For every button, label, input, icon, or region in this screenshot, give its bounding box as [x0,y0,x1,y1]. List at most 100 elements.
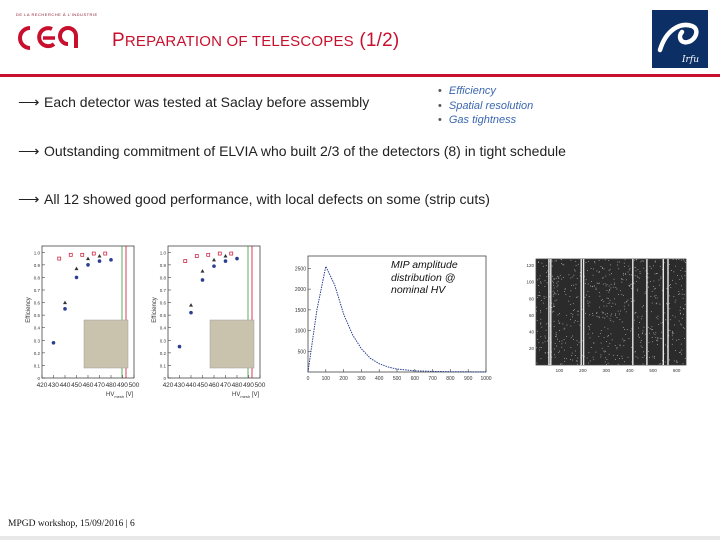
heatmap-cell [647,277,649,279]
heatmap-cell [676,339,677,341]
heatmap-cell [654,357,655,359]
org-tagline: DE LA RECHERCHE À L'INDUSTRIE [16,12,98,17]
heatmap-cell [680,312,681,314]
x-tick-label: 300 [357,376,366,382]
heatmap-cell [680,270,682,271]
heatmap-cell [555,334,557,335]
heatmap-cell [648,286,649,288]
heatmap-cell [606,341,607,342]
heatmap-cell [599,306,600,308]
heatmap-cell [551,260,553,262]
heatmap-cell [556,260,557,262]
heatmap-cell [660,363,662,365]
heatmap-cell [622,338,624,340]
heatmap-cell [592,315,594,316]
heatmap-cell [674,301,676,303]
heatmap-cell [600,333,602,335]
heatmap-cell [628,304,630,306]
heatmap-cell [561,346,563,348]
heatmap-cell [669,359,670,361]
heatmap-cell [577,263,579,265]
heatmap-cell [610,264,611,266]
heatmap-cell [654,334,656,335]
heatmap-cell [553,320,555,322]
heatmap-cell [561,259,562,261]
heatmap-cell [627,356,629,358]
heatmap-cell [546,272,547,273]
heatmap-cell [658,363,660,365]
heatmap-cell [651,326,653,328]
heatmap-cell [574,269,575,271]
heatmap-cell [675,350,676,351]
heatmap-cell [576,297,577,298]
heatmap-cell [638,335,639,337]
heatmap-cell [579,324,581,326]
data-point [57,256,62,261]
heatmap-cell [553,287,555,289]
heatmap-cell [683,313,684,315]
heatmap-cell [683,308,684,309]
x-tick-label: 490 [117,382,128,389]
heatmap-cell [608,260,610,261]
heatmap-cell [540,358,542,360]
heatmap-cell [590,285,591,287]
heatmap-cell [553,305,555,307]
heatmap-cell [624,361,625,363]
heatmap-cell [562,264,564,266]
y-tick-label: 20 [529,346,535,351]
x-tick-label: 700 [428,376,437,382]
heatmap-cell [621,278,622,280]
heatmap-cell [551,351,552,353]
heatmap-cell [555,332,557,334]
heatmap-cell [587,290,589,292]
heatmap-cell [628,274,630,275]
heatmap-cell [586,357,588,359]
heatmap-cell [629,285,631,287]
heatmap-cell [544,352,546,353]
heatmap-cell [604,317,606,319]
heatmap-cell [631,288,633,289]
y-tick-label: 0.6 [34,301,41,306]
heatmap-cell [542,265,544,267]
heatmap-cell [636,288,638,290]
heatmap-cell [684,271,686,272]
x-axis-label: HVmesh [V] [106,392,133,399]
histogram-line [307,264,487,373]
heatmap-cell [657,344,658,345]
heatmap-cell [683,328,685,329]
x-axis-label: HVmesh [V] [232,392,259,399]
heatmap-cell [603,305,605,307]
heatmap-cell [592,274,594,276]
x-tick-label: 600 [411,376,420,382]
heatmap-cell [606,290,608,291]
heatmap-cell [561,343,563,345]
heatmap-cell [544,335,546,337]
heatmap-cell [624,259,626,261]
heatmap-cell [619,319,621,320]
y-tick-label: 80 [529,296,535,301]
heatmap-cell [657,337,659,339]
heatmap-cell [566,358,567,360]
heatmap-cell [607,335,609,337]
cea-logo [18,26,78,50]
heatmap-cell [600,354,602,356]
heatmap-cell [610,320,612,322]
data-point [229,251,234,256]
heatmap-cell [600,266,602,267]
heatmap-cell [629,286,631,287]
heatmap-cell [605,313,606,315]
heatmap-cell [657,318,659,320]
heatmap-cell [551,265,553,267]
heatmap-cell [551,307,553,308]
heatmap-cell [649,266,651,267]
heatmap-cell [589,337,591,339]
heatmap-cell [607,303,609,304]
heatmap-cell [641,346,643,348]
heatmap-cell [588,260,589,262]
heatmap-cell [656,297,658,299]
heatmap-cell [605,285,607,287]
heatmap-cell [552,293,554,295]
heatmap-cell [645,291,647,293]
heatmap-cell [655,260,656,262]
heatmap-cell [536,362,538,364]
